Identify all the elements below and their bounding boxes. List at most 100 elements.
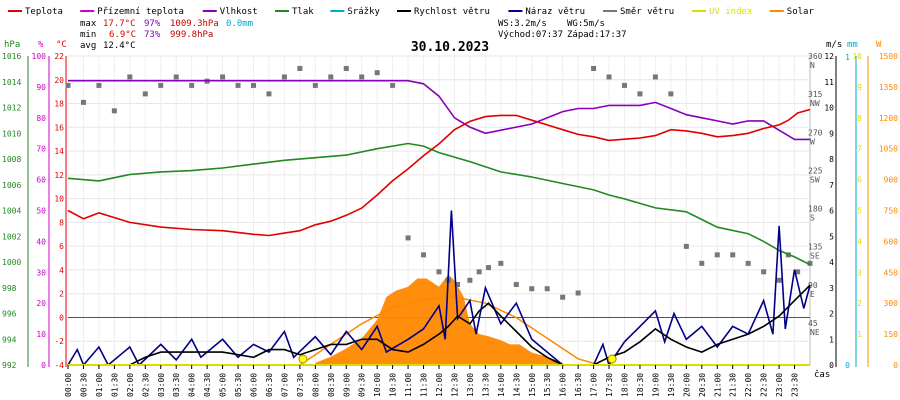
wind-dir-point xyxy=(513,282,519,288)
wind-dir-point xyxy=(421,252,427,258)
humidity-axis-tick: 0 xyxy=(41,361,46,370)
stat-min-press: 999.8hPa xyxy=(170,30,213,40)
legend-label: Teplota xyxy=(25,7,63,17)
wind-speed-tick: 1 xyxy=(829,335,834,344)
wind-dir-point xyxy=(476,269,482,275)
x-tick-label: 04:30 xyxy=(203,373,212,397)
unit-w: W xyxy=(876,40,882,50)
wind-dir-point xyxy=(127,74,133,80)
x-tick-label: 10:30 xyxy=(389,373,398,397)
wind-dir-label: E xyxy=(810,290,815,299)
series-teplota-line xyxy=(67,108,811,237)
pressure-axis-tick: 998 xyxy=(2,284,17,293)
x-tick-label: 04:00 xyxy=(188,373,197,397)
legend-label: Přízemní teplota xyxy=(97,7,184,17)
x-tick-label: 02:00 xyxy=(126,373,135,397)
wind-dir-point xyxy=(359,74,365,80)
wind-dir-point xyxy=(699,260,705,266)
series-tlak-line xyxy=(67,142,811,266)
x-tick-label: 07:30 xyxy=(296,373,305,397)
wind-dir-point xyxy=(498,260,504,266)
humidity-axis-tick: 60 xyxy=(36,176,46,185)
x-tick-label: 00:00 xyxy=(64,373,73,397)
wind-dir-label: NW xyxy=(810,99,820,108)
chart-title: 30.10.2023 xyxy=(411,40,489,55)
x-tick-label: 17:30 xyxy=(605,373,614,397)
wind-dir-point xyxy=(560,294,566,300)
x-tick-label: 13:30 xyxy=(481,373,490,397)
pressure-axis-tick: 1016 xyxy=(2,52,21,61)
x-tick-label: 01:30 xyxy=(110,373,119,397)
uv-tick: 6 xyxy=(857,176,862,185)
stat-min-label: min xyxy=(80,30,96,40)
stat-max-hum: 97% xyxy=(144,19,161,29)
wind-dir-tick: 270 xyxy=(808,128,823,137)
uv-tick: 10 xyxy=(852,52,862,61)
x-tick-label: 10:00 xyxy=(373,373,382,397)
uv-tick: 4 xyxy=(857,237,862,246)
x-tick-label: 22:30 xyxy=(760,373,769,397)
stat-max-label: max xyxy=(80,19,97,29)
unit-mm: mm xyxy=(847,40,858,50)
x-tick-label: 06:30 xyxy=(265,373,274,397)
wind-dir-point xyxy=(795,269,801,275)
solar-tick: 450 xyxy=(884,268,899,277)
x-tick-label: 08:30 xyxy=(327,373,336,397)
wind-dir-point xyxy=(220,74,226,80)
wind-dir-point xyxy=(374,70,380,76)
humidity-axis-tick: 50 xyxy=(36,207,46,216)
x-tick-label: 11:30 xyxy=(420,373,429,397)
stat-max-press: 1009.3hPa xyxy=(170,19,219,29)
x-tick-label: 16:30 xyxy=(574,373,583,397)
x-tick-label: 16:00 xyxy=(559,373,568,397)
pressure-axis-tick: 996 xyxy=(2,310,17,319)
unit-pct: % xyxy=(38,40,44,50)
humidity-axis-tick: 20 xyxy=(36,299,46,308)
wind-dir-point xyxy=(761,269,767,275)
humidity-axis-tick: 30 xyxy=(36,268,46,277)
temperature-axis-tick: 20 xyxy=(54,76,64,85)
x-tick-label: 02:30 xyxy=(141,373,150,397)
legend-label: Tlak xyxy=(292,7,314,17)
wind-dir-point xyxy=(668,91,674,97)
x-tick-label: 01:00 xyxy=(95,373,104,397)
stat-min-temp: 6.9°C xyxy=(109,30,136,40)
wind-dir-label: S xyxy=(810,214,815,223)
stat-avg-temp: 12.4°C xyxy=(103,41,136,51)
x-tick-label: 09:30 xyxy=(358,373,367,397)
wind-dir-point xyxy=(485,265,491,271)
wind-dir-point xyxy=(776,277,782,283)
temperature-axis-tick: 2 xyxy=(59,290,64,299)
x-tick-label: 23:30 xyxy=(791,373,800,397)
wind-dir-point xyxy=(312,82,318,88)
wind-speed-tick: 11 xyxy=(824,78,834,87)
temperature-axis-tick: 6 xyxy=(59,242,64,251)
pressure-axis-tick: 1012 xyxy=(2,104,21,113)
x-tick-label: 23:00 xyxy=(775,373,784,397)
wind-dir-tick: 45 xyxy=(808,319,818,328)
stat-min-hum: 73% xyxy=(144,30,161,40)
wind-speed-tick: 2 xyxy=(829,310,834,319)
pressure-axis-tick: 994 xyxy=(2,335,17,344)
legend-label: Směr větru xyxy=(620,7,674,17)
wind-dir-point xyxy=(142,91,148,97)
solar-tick: 1050 xyxy=(879,145,898,154)
x-tick-label: 00:30 xyxy=(79,373,88,397)
pressure-axis-tick: 1014 xyxy=(2,78,21,87)
uv-tick: 5 xyxy=(857,207,862,216)
stats-block: max 17.7°C 97% 1009.3hPa 0.0mm min 6.9°C… xyxy=(80,19,253,51)
wind-dir-point xyxy=(158,82,164,88)
wind-dir-point xyxy=(405,235,411,241)
temperature-axis-tick: -2 xyxy=(54,337,64,346)
wind-dir-point xyxy=(591,65,597,71)
wind-dir-point xyxy=(575,290,581,296)
wind-dir-point xyxy=(297,65,303,71)
wind-dir-point xyxy=(652,74,658,80)
x-tick-label: 21:30 xyxy=(729,373,738,397)
x-tick-label: 19:30 xyxy=(667,373,676,397)
right-axes: 45NE90E135SE180S225SW270W315NW360N012345… xyxy=(808,52,898,370)
wind-dir-point xyxy=(637,91,643,97)
wind-dir-point xyxy=(745,260,751,266)
series-solar-area xyxy=(315,274,563,365)
series-solar-max-line xyxy=(299,296,601,366)
